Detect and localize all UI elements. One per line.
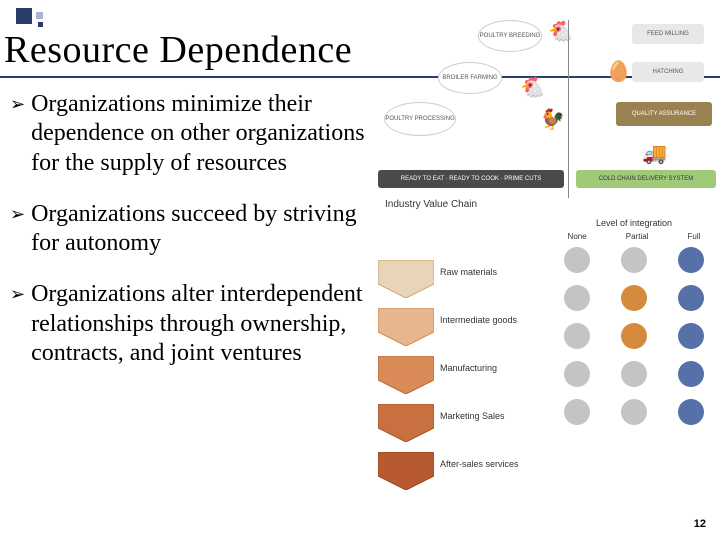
- diagram-box: HATCHING: [632, 62, 704, 82]
- integration-dot: [564, 399, 590, 425]
- chevron-label: Raw materials: [440, 268, 530, 278]
- diagram-oval: BROILER FARMING: [438, 62, 502, 94]
- chevron-label: After-sales services: [440, 460, 530, 470]
- diagram-oval: POULTRY PROCESSING: [384, 102, 456, 136]
- integration-dot: [621, 247, 647, 273]
- integration-dot: [678, 285, 704, 311]
- bullet-item: ➢ Organizations alter interdependent rel…: [10, 280, 380, 368]
- bullet-marker-icon: ➢: [10, 94, 25, 115]
- bullet-text: Organizations minimize their dependence …: [31, 90, 380, 178]
- integration-dot: [564, 285, 590, 311]
- value-chain-diagram: POULTRY BREEDING BROILER FARMING POULTRY P…: [378, 20, 718, 220]
- integration-row: [548, 323, 720, 349]
- diagram-box: COLD CHAIN DELIVERY SYSTEM: [576, 170, 716, 188]
- integration-header: Partial: [626, 232, 649, 241]
- integration-dot: [621, 323, 647, 349]
- integration-header: None: [568, 232, 587, 241]
- integration-dot: [621, 285, 647, 311]
- chevron-item: Marketing Sales: [378, 404, 434, 442]
- chevron-label: Intermediate goods: [440, 316, 530, 326]
- chevron-item: Manufacturing: [378, 356, 434, 394]
- integration-dot: [564, 361, 590, 387]
- page-title: Resource Dependence: [4, 28, 352, 72]
- integration-row: [548, 361, 720, 387]
- chevron-stack: Raw materials Intermediate goods Manufactu…: [378, 260, 434, 500]
- integration-dot: [621, 361, 647, 387]
- diagram-box: READY TO EAT · READY TO COOK · PRIME CUT…: [378, 170, 564, 188]
- diagram-oval-label: POULTRY PROCESSING: [385, 116, 454, 123]
- bullet-marker-icon: ➢: [10, 204, 25, 225]
- diagram-icon: 🐔: [548, 22, 573, 42]
- integration-headers: None Partial Full: [548, 232, 720, 241]
- diagram-divider: [568, 20, 569, 198]
- bullet-list: ➢ Organizations minimize their dependenc…: [10, 90, 380, 390]
- diagram-box: FEED MILLING: [632, 24, 704, 44]
- bullet-item: ➢ Organizations succeed by striving for …: [10, 200, 380, 259]
- integration-row: [548, 247, 720, 273]
- diagram-box: QUALITY ASSURANCE: [616, 102, 712, 126]
- bullet-item: ➢ Organizations minimize their dependenc…: [10, 90, 380, 178]
- diagram-icon: 🥚: [606, 62, 631, 82]
- integration-row: [548, 399, 720, 425]
- diagram-oval-label: BROILER FARMING: [442, 75, 497, 82]
- integration-dot: [678, 399, 704, 425]
- chevron-item: Intermediate goods: [378, 308, 434, 346]
- chevron-item: Raw materials: [378, 260, 434, 298]
- value-chain-label: Industry Value Chain: [382, 198, 480, 211]
- chevron-label: Marketing Sales: [440, 412, 530, 422]
- integration-dot: [621, 399, 647, 425]
- diagram-oval: POULTRY BREEDING: [478, 20, 542, 52]
- integration-title: Level of integration: [548, 218, 720, 228]
- integration-header: Full: [688, 232, 701, 241]
- integration-dot: [564, 247, 590, 273]
- chevron-label: Manufacturing: [440, 364, 530, 374]
- diagram-oval-label: POULTRY BREEDING: [480, 33, 541, 40]
- integration-dot: [564, 323, 590, 349]
- diagram-icon: 🚚: [642, 144, 667, 164]
- integration-row: [548, 285, 720, 311]
- diagram-icon: 🐓: [540, 110, 565, 130]
- integration-dot: [678, 361, 704, 387]
- integration-matrix: Level of integration None Partial Full: [548, 218, 720, 437]
- integration-dot: [678, 323, 704, 349]
- diagram-icon: 🐔: [520, 78, 545, 98]
- integration-dot: [678, 247, 704, 273]
- chevron-item: After-sales services: [378, 452, 434, 490]
- page-number: 12: [694, 518, 706, 530]
- bullet-text: Organizations alter interdependent relat…: [31, 280, 380, 368]
- bullet-text: Organizations succeed by striving for au…: [31, 200, 380, 259]
- bullet-marker-icon: ➢: [10, 284, 25, 305]
